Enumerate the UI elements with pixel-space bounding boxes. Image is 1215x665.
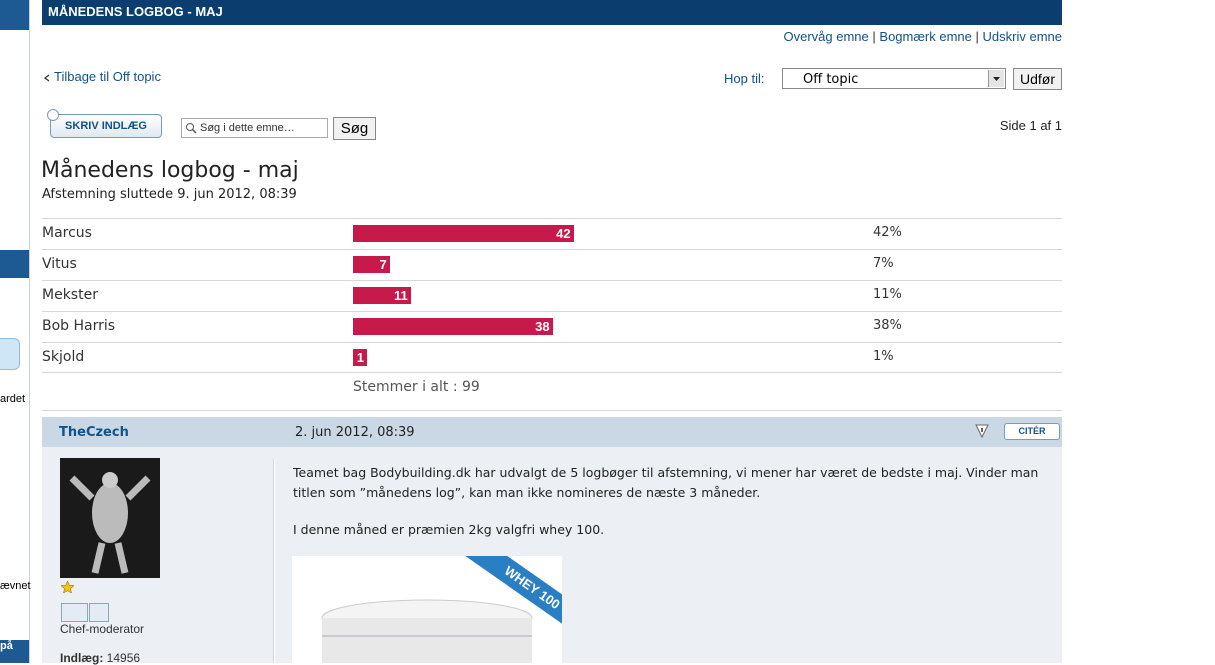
- sidebar-text: ardet: [0, 393, 26, 405]
- jump-value: Off topic: [803, 72, 859, 87]
- jump-select[interactable]: Off topic: [782, 68, 1006, 89]
- poll-row: Skjold 1 1%: [42, 342, 1062, 374]
- poll-bar: 1: [353, 349, 367, 366]
- option-percent: 11%: [873, 287, 902, 302]
- search-input[interactable]: Søg i dette emne…: [181, 118, 328, 138]
- sidebar-block: [0, 250, 29, 278]
- option-name: Skjold: [42, 349, 85, 365]
- search-button[interactable]: Søg: [333, 117, 376, 140]
- back-link[interactable]: Tilbage til Off topic: [54, 69, 161, 84]
- sidebar-block: [0, 0, 29, 30]
- post-header: TheCzech 2. jun 2012, 08:39 CITÉR: [42, 417, 1062, 447]
- search-icon: [186, 123, 197, 134]
- search-placeholder: Søg i dette emne…: [200, 122, 295, 134]
- badge: [61, 603, 88, 622]
- sidebar-text: ævnet: [0, 580, 31, 592]
- author-rank: Chef-moderator: [60, 622, 145, 636]
- pagination: Side 1 af 1: [999, 118, 1062, 133]
- paragraph: I denne måned er præmien 2kg valgfri whe…: [293, 522, 605, 537]
- post-button[interactable]: SKRIV INDLÆG: [50, 114, 162, 138]
- sidebar: ardet ævnet på: [0, 0, 31, 663]
- poll-bar: 11: [353, 287, 411, 304]
- option-percent: 42%: [873, 225, 902, 240]
- avatar: [60, 458, 160, 578]
- option-percent: 7%: [873, 256, 894, 271]
- back-arrow: [44, 74, 50, 82]
- dropdown-arrow: [988, 70, 1004, 87]
- sidebar-icon: [0, 338, 20, 370]
- report-icon[interactable]: [974, 423, 990, 439]
- post-author[interactable]: TheCzech: [59, 425, 129, 440]
- link[interactable]: Overvåg emne: [783, 29, 869, 44]
- poll-row: Marcus 42 42%: [42, 218, 1062, 250]
- jump-label: Hop til:: [724, 71, 765, 86]
- topic-links: Overvåg emne | Bogmærk emne | Udskriv em…: [784, 29, 1063, 44]
- separator: |: [975, 29, 979, 44]
- poll-row: Bob Harris 38 38%: [42, 311, 1062, 343]
- post-content: Teamet bag Bodybuilding.dk har udvalgt d…: [293, 463, 1043, 540]
- option-percent: 1%: [873, 349, 894, 364]
- poll-total: Stemmer i alt : 99: [42, 372, 1062, 411]
- product-image: WHEY 100: [292, 556, 562, 663]
- badge: [89, 603, 109, 622]
- topic-title: Månedens logbog - maj: [41, 158, 299, 183]
- jump-button[interactable]: Udfør: [1013, 68, 1062, 90]
- total-label: Stemmer i alt :: [353, 379, 458, 395]
- header-bar: MÅNEDENS LOGBOG - MAJ: [42, 0, 1062, 25]
- posts-label: Indlæg:: [60, 651, 104, 665]
- product-tub: [321, 599, 533, 663]
- link[interactable]: Udskriv emne: [982, 29, 1062, 44]
- post-date: 2. jun 2012, 08:39: [295, 425, 415, 440]
- paragraph: Teamet bag Bodybuilding.dk har udvalgt d…: [293, 465, 1039, 500]
- poll-row: Vitus 7 7%: [42, 249, 1062, 281]
- rank-star: [61, 581, 74, 593]
- link[interactable]: Bogmærk emne: [879, 29, 972, 44]
- option-name: Bob Harris: [42, 318, 116, 334]
- option-name: Mekster: [42, 287, 98, 303]
- poll-row: Mekster 11 11%: [42, 280, 1062, 312]
- option-percent: 38%: [873, 318, 902, 333]
- sidebar-text: på: [0, 640, 29, 663]
- post-body: Chef-moderator Indlæg: 14956 Teamet bag …: [42, 447, 1062, 665]
- option-name: Marcus: [42, 225, 92, 241]
- posts-value: 14956: [106, 651, 141, 665]
- post-button-icon: [47, 109, 59, 121]
- poll-bar: 7: [353, 256, 390, 273]
- poll-status: Afstemning sluttede 9. jun 2012, 08:39: [42, 187, 297, 202]
- poll-bar: 38: [353, 318, 553, 335]
- total-value: 99: [462, 379, 480, 395]
- option-name: Vitus: [42, 256, 77, 272]
- author-posts: Indlæg: 14956: [60, 651, 140, 665]
- header-title: MÅNEDENS LOGBOG - MAJ: [48, 4, 223, 19]
- separator: |: [872, 29, 876, 44]
- quote-button[interactable]: CITÉR: [1004, 423, 1060, 440]
- poll-bar: 42: [353, 225, 574, 242]
- post-divider: [273, 459, 275, 663]
